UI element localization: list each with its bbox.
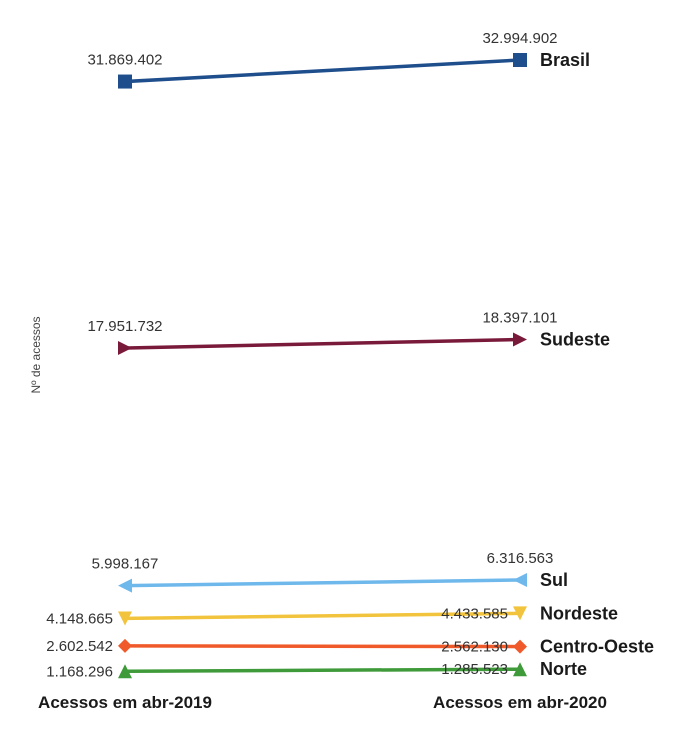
series-brasil: 31.869.402 32.994.902 Brasil: [87, 30, 590, 89]
data-point-sudeste-1: [118, 341, 132, 355]
series-line-norte: [124, 667, 521, 674]
data-label-nordeste-2: 4.433.585: [441, 605, 508, 622]
data-point-sudeste-2: [513, 332, 527, 347]
series-name-sudeste: Sudeste: [540, 329, 610, 349]
data-point-brasil-2: [513, 53, 527, 67]
data-label-brasil-2: 32.994.902: [482, 30, 557, 47]
series-line-sul: [124, 578, 521, 588]
data-point-centro-oeste-1: [118, 638, 132, 653]
series-line-sudeste: [124, 337, 521, 350]
series-name-norte: Norte: [540, 659, 587, 679]
series-name-sul: Sul: [540, 570, 568, 590]
series-name-centro-oeste: Centro-Oeste: [540, 637, 654, 657]
data-label-centro-oeste-1: 2.602.542: [46, 638, 113, 655]
series-norte: 1.168.296 1.285.523 Norte: [46, 659, 587, 680]
series-line-brasil: [124, 58, 521, 84]
series-name-brasil: Brasil: [540, 50, 590, 70]
series-sul: 5.998.167 6.316.563 Sul: [92, 550, 568, 593]
series-centro-oeste: 2.602.542 2.562.130 Centro-Oeste: [46, 637, 654, 657]
data-label-norte-1: 1.168.296: [46, 663, 113, 680]
data-label-brasil-1: 31.869.402: [87, 52, 162, 69]
series-layer: 31.869.402 32.994.902 Brasil 17.951.732 18.3…: [46, 30, 654, 680]
data-point-sul-2: [513, 573, 527, 587]
data-label-sul-1: 5.998.167: [92, 556, 159, 573]
series-nordeste: 4.148.665 4.433.585 Nordeste: [46, 603, 618, 627]
data-label-nordeste-1: 4.148.665: [46, 610, 113, 627]
x-tick-label-2020: Acessos em abr-2020: [433, 693, 607, 712]
data-label-centro-oeste-2: 2.562.130: [441, 639, 508, 656]
y-axis-label: Nº de acessos: [29, 316, 43, 393]
data-point-nordeste-1: [118, 611, 132, 626]
data-point-brasil-1: [118, 74, 132, 89]
data-label-norte-2: 1.285.523: [441, 661, 508, 678]
data-point-centro-oeste-2: [513, 639, 527, 654]
data-point-norte-2: [513, 662, 527, 677]
data-point-sul-1: [118, 578, 132, 593]
series-line-centro-oeste: [124, 644, 521, 649]
data-label-sudeste-1: 17.951.732: [87, 318, 162, 335]
series-name-nordeste: Nordeste: [540, 603, 618, 623]
series-line-nordeste: [124, 611, 521, 621]
series-sudeste: 17.951.732 18.397.101 Sudeste: [87, 309, 610, 355]
x-tick-label-2019: Acessos em abr-2019: [38, 693, 212, 712]
data-label-sudeste-2: 18.397.101: [482, 309, 557, 326]
data-point-norte-1: [118, 664, 132, 679]
data-point-nordeste-2: [513, 606, 527, 621]
data-label-sul-2: 6.316.563: [487, 550, 554, 567]
